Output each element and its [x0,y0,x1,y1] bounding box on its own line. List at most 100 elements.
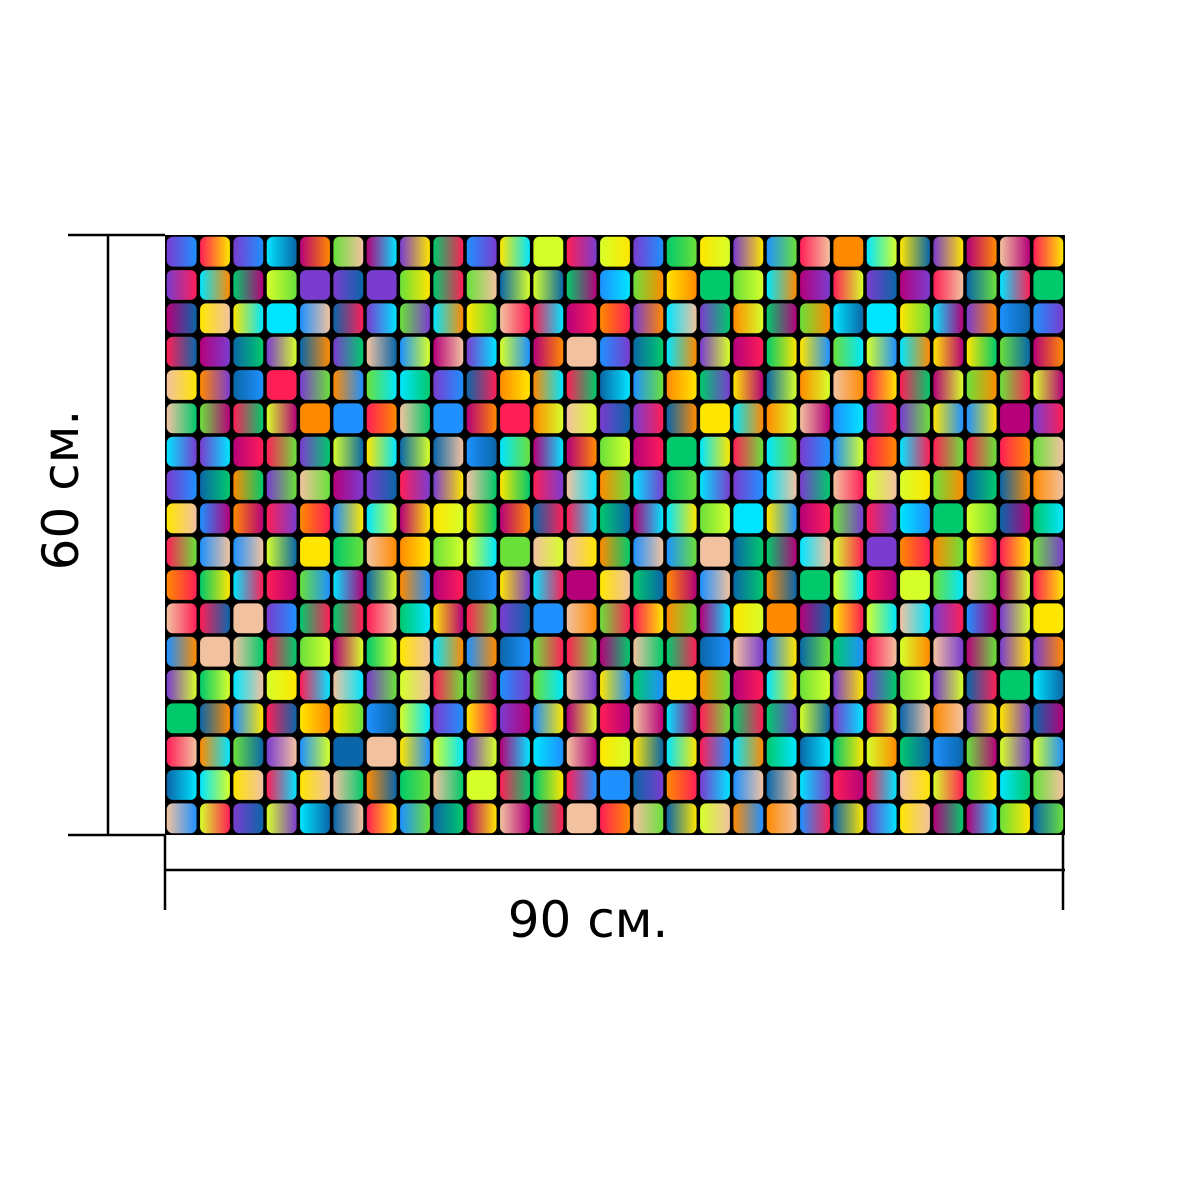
mosaic-tile [400,570,430,600]
mosaic-tile [1033,536,1064,567]
mosaic-tile [533,736,564,767]
mosaic-tile [500,470,530,500]
mosaic-tile [633,703,664,734]
mosaic-tile [500,303,530,334]
mosaic-tile [666,736,697,767]
mosaic-tile [633,370,664,400]
mosaic-tile [233,270,264,300]
mosaic-tile [300,570,330,600]
mosaic-tile [666,503,697,534]
mosaic-tile [366,536,397,567]
mosaic-tile [933,703,964,734]
mosaic-tile [866,603,897,634]
mosaic-tile [1033,403,1064,434]
mosaic-tile [966,336,997,367]
mosaic-tile [833,236,864,267]
mosaic-tile [900,670,930,700]
mosaic-tile [466,636,497,667]
mosaic-tile [200,570,230,600]
mosaic-tile [600,403,630,434]
mosaic-tile [166,570,197,600]
mosaic-tile [833,270,864,300]
mosaic-tile [566,470,597,500]
mosaic-tile [766,470,797,500]
mosaic-tile [1033,803,1064,834]
mosaic-tile [166,770,197,800]
mosaic-tile [700,436,730,467]
mosaic-tile [800,503,830,534]
mosaic-tile [300,303,330,334]
mosaic-tile [433,470,464,500]
mosaic-tile [566,436,597,467]
mosaic-tile [700,303,730,334]
mosaic-tile [700,770,730,800]
mosaic-tile [966,370,997,400]
mosaic-tile [466,336,497,367]
mosaic-tile [600,570,630,600]
mosaic-tile [166,336,197,367]
mosaic-tile [966,470,997,500]
mosaic-tile [200,236,230,267]
mosaic-tile [966,670,997,700]
mosaic-tile [1000,436,1030,467]
mosaic-tile [500,503,530,534]
mosaic-tile [766,536,797,567]
mosaic-tile [633,503,664,534]
mosaic-tile [366,770,397,800]
mosaic-tile [233,803,264,834]
mosaic-tile [333,336,364,367]
mosaic-tile [233,703,264,734]
mosaic-tile [866,270,897,300]
mosaic-tile [1000,370,1030,400]
mosaic-tile [200,403,230,434]
mosaic-tile [633,570,664,600]
mosaic-tile [900,536,930,567]
mosaic-tile [366,336,397,367]
mosaic-tile [266,570,297,600]
mosaic-tile [466,803,497,834]
mosaic-tile [566,503,597,534]
mosaic-tile [600,236,630,267]
mosaic-tile [966,803,997,834]
mosaic-tile [733,236,764,267]
mosaic-tile [166,736,197,767]
mosaic-tile [600,270,630,300]
mosaic-tile [1000,603,1030,634]
mosaic-tile [933,370,964,400]
mosaic-tile [466,403,497,434]
mosaic-tile [166,503,197,534]
mosaic-tile [800,770,830,800]
mosaic-tile [866,336,897,367]
mosaic-tile [566,570,597,600]
mosaic-tile [433,570,464,600]
mosaic-tile [733,570,764,600]
mosaic-tile [533,303,564,334]
mosaic-tile [633,470,664,500]
mosaic-tile [733,536,764,567]
mosaic-tile [166,703,197,734]
mosaic-tile [566,636,597,667]
mosaic-tile [233,336,264,367]
mosaic-tile [1033,570,1064,600]
mosaic-tile [1000,670,1030,700]
mosaic-tile [266,470,297,500]
mosaic-tile [1000,636,1030,667]
mosaic-tile [933,270,964,300]
mosaic-tile [200,303,230,334]
mosaic-tile [666,470,697,500]
mosaic-tile [900,436,930,467]
mosaic-tile [533,370,564,400]
mosaic-tile [900,503,930,534]
mosaic-tile [533,703,564,734]
mosaic-tile [266,403,297,434]
mosaic-tile [1033,503,1064,534]
mosaic-tile [233,403,264,434]
mosaic-tile [900,303,930,334]
mosaic-tile [600,436,630,467]
mosaic-tile [333,370,364,400]
mosaic-tile [933,803,964,834]
mosaic-tile [1033,603,1064,634]
mosaic-tile [400,636,430,667]
mosaic-tile [1033,336,1064,367]
mosaic-tile [400,670,430,700]
